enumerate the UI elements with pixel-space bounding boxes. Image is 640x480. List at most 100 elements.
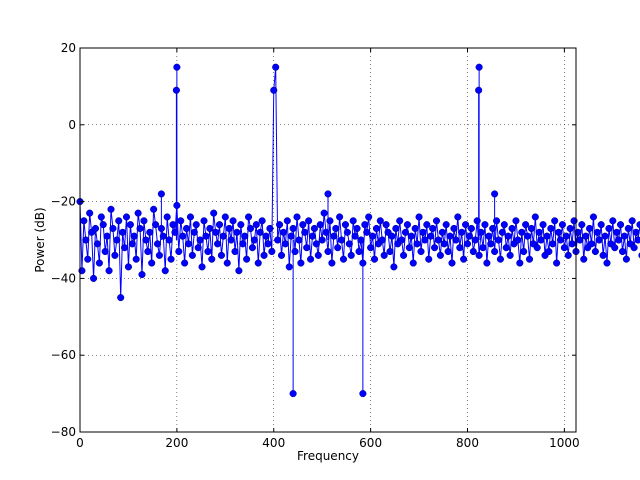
data-point	[438, 228, 446, 236]
data-point	[235, 267, 243, 275]
data-point	[576, 236, 584, 244]
data-point	[107, 205, 115, 213]
data-point	[551, 217, 559, 225]
data-point	[336, 213, 344, 221]
y-tick-label: −20	[51, 195, 76, 209]
data-point	[566, 224, 574, 233]
data-point	[471, 236, 479, 244]
data-point	[403, 221, 411, 229]
data-point	[192, 221, 200, 229]
data-point	[462, 221, 470, 229]
data-point	[152, 221, 160, 229]
data-point	[219, 232, 227, 240]
data-point	[409, 259, 417, 267]
data-point	[553, 259, 561, 267]
data-point	[150, 205, 158, 213]
data-point	[382, 221, 390, 229]
data-point	[487, 240, 495, 248]
data-point	[157, 190, 165, 198]
data-point	[285, 263, 293, 271]
data-point	[388, 232, 396, 240]
data-point	[243, 255, 251, 263]
data-point	[568, 240, 576, 248]
data-point	[101, 247, 109, 256]
data-point	[212, 228, 220, 236]
data-point	[508, 224, 516, 233]
data-point	[400, 251, 408, 259]
data-point	[140, 217, 148, 225]
data-point	[297, 259, 305, 267]
data-point	[217, 251, 225, 259]
data-point	[245, 213, 253, 221]
data-point	[351, 232, 359, 240]
data-point	[595, 236, 603, 244]
data-point	[202, 232, 210, 240]
data-point	[349, 217, 357, 225]
data-point	[146, 228, 154, 236]
data-point	[115, 217, 123, 225]
x-axis-label: Frequency	[297, 449, 359, 463]
data-point	[200, 217, 208, 225]
data-point	[436, 251, 444, 259]
data-point	[310, 224, 318, 233]
data-point	[347, 251, 355, 259]
data-point	[425, 255, 433, 263]
data-point	[485, 232, 493, 240]
data-point	[95, 259, 103, 267]
data-point	[432, 217, 441, 225]
data-point	[444, 247, 452, 256]
data-point	[494, 236, 503, 244]
data-point	[547, 224, 555, 233]
data-point	[320, 209, 328, 217]
data-point	[591, 247, 599, 256]
data-point	[622, 255, 630, 263]
data-point	[215, 221, 224, 229]
data-point	[105, 267, 113, 275]
data-point	[86, 209, 94, 217]
y-axis-label: Power (dB)	[33, 207, 47, 272]
data-point	[407, 232, 415, 240]
data-point	[582, 232, 590, 240]
data-point	[421, 236, 429, 244]
data-point	[210, 209, 218, 217]
tick-marks	[79, 47, 576, 433]
data-point	[334, 244, 342, 252]
data-point	[458, 228, 466, 236]
data-point	[531, 213, 539, 221]
y-tick-label: −80	[51, 425, 76, 439]
data-point	[248, 244, 256, 252]
data-point	[289, 390, 297, 398]
data-point	[427, 232, 435, 240]
data-point	[90, 274, 98, 282]
data-point	[190, 228, 198, 236]
data-point	[91, 224, 100, 233]
data-point	[555, 228, 563, 236]
data-point	[601, 232, 609, 240]
data-point	[93, 240, 101, 248]
data-point	[208, 255, 216, 263]
data-point	[613, 228, 621, 236]
data-point	[465, 232, 473, 240]
data-point	[498, 228, 506, 236]
data-point	[415, 213, 423, 221]
data-point	[617, 221, 625, 229]
data-point	[305, 217, 313, 225]
data-point	[148, 259, 156, 267]
data-point	[318, 236, 326, 244]
data-point	[246, 224, 255, 233]
data-point	[609, 217, 617, 225]
data-point	[266, 224, 274, 233]
data-point	[272, 63, 280, 71]
data-point	[518, 228, 526, 236]
data-point	[618, 247, 627, 256]
data-point	[237, 221, 245, 229]
data-point	[254, 259, 262, 267]
data-point	[481, 221, 489, 229]
data-point	[177, 217, 185, 225]
axes-frame	[79, 47, 577, 433]
data-point	[556, 236, 565, 244]
data-point	[452, 236, 460, 244]
data-point	[442, 221, 450, 229]
data-point	[186, 213, 194, 221]
